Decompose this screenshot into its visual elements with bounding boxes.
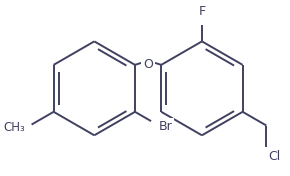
Text: F: F xyxy=(198,5,206,18)
Text: CH₃: CH₃ xyxy=(3,121,25,134)
Text: O: O xyxy=(143,58,153,71)
Text: Cl: Cl xyxy=(268,150,280,163)
Text: Br: Br xyxy=(159,120,173,133)
